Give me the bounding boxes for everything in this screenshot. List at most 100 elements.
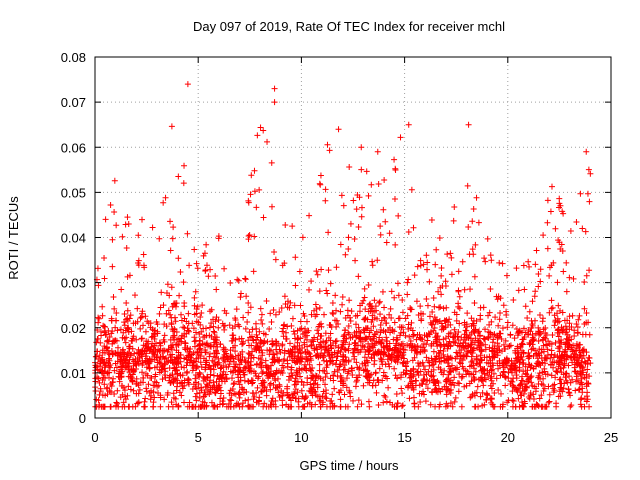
data-point (532, 261, 539, 268)
data-point (586, 355, 593, 362)
data-point (548, 372, 555, 379)
data-point (139, 308, 146, 315)
data-point (296, 358, 303, 365)
x-tick-label: 5 (195, 430, 202, 445)
data-point (530, 365, 537, 372)
data-point (423, 296, 430, 303)
data-point (372, 307, 379, 314)
data-point (477, 352, 484, 359)
data-point (355, 223, 362, 230)
data-point (125, 343, 132, 350)
data-point (322, 339, 329, 346)
data-point (353, 333, 360, 340)
data-point (445, 363, 452, 370)
data-point (503, 311, 510, 318)
data-point (534, 355, 541, 362)
data-point (395, 292, 402, 299)
data-point (253, 336, 260, 343)
data-point (163, 289, 170, 296)
data-point (573, 321, 580, 328)
data-point (244, 359, 251, 366)
data-point (333, 307, 340, 314)
data-point (443, 304, 450, 311)
data-point (414, 263, 421, 270)
data-point (381, 314, 388, 321)
data-point (557, 393, 564, 400)
data-point (178, 311, 185, 318)
data-point (242, 276, 249, 283)
data-point (361, 294, 368, 301)
data-point (308, 357, 315, 364)
data-point (529, 341, 536, 348)
data-point (211, 402, 218, 409)
data-point (190, 325, 197, 332)
data-point (250, 268, 257, 275)
data-point (379, 361, 386, 368)
data-point (577, 352, 584, 359)
data-point (455, 388, 462, 395)
data-point (489, 366, 496, 373)
data-point (541, 368, 548, 375)
data-point (529, 382, 536, 389)
data-point (439, 386, 446, 393)
data-point (398, 385, 405, 392)
data-point (287, 299, 294, 306)
data-point (570, 354, 577, 361)
data-point (404, 279, 411, 286)
data-point (122, 396, 129, 403)
data-point (288, 322, 295, 329)
data-point (324, 141, 331, 148)
data-point (374, 148, 381, 155)
data-point (180, 279, 187, 286)
data-point (101, 255, 108, 262)
data-point (502, 374, 509, 381)
data-point (143, 388, 150, 395)
data-point (242, 275, 249, 282)
data-point (398, 354, 405, 361)
data-point (479, 378, 486, 385)
data-point (569, 376, 576, 383)
data-point (529, 298, 536, 305)
data-point (157, 394, 164, 401)
data-point (276, 394, 283, 401)
data-point (435, 304, 442, 311)
data-point (404, 342, 411, 349)
data-point (257, 337, 264, 344)
data-point (494, 340, 501, 347)
data-point (108, 382, 115, 389)
data-point (345, 323, 352, 330)
data-point (368, 181, 375, 188)
data-point (407, 367, 414, 374)
data-point (369, 258, 376, 265)
data-point (553, 368, 560, 375)
data-point (249, 380, 256, 387)
data-point (139, 216, 146, 223)
data-point (109, 379, 116, 386)
data-point (469, 320, 476, 327)
data-point (212, 273, 219, 280)
data-point (318, 320, 325, 327)
data-point (447, 368, 454, 375)
data-point (314, 336, 321, 343)
data-point (208, 320, 215, 327)
data-point (192, 384, 199, 391)
data-point (191, 294, 198, 301)
data-point (535, 283, 542, 290)
data-point (568, 323, 575, 330)
data-point (408, 186, 415, 193)
data-point (504, 399, 511, 406)
data-point (282, 329, 289, 336)
data-point (246, 232, 253, 239)
data-point (487, 329, 494, 336)
data-point (315, 353, 322, 360)
data-point (490, 380, 497, 387)
data-point (556, 343, 563, 350)
data-point (431, 356, 438, 363)
data-point (181, 344, 188, 351)
data-point (364, 379, 371, 386)
data-point (554, 353, 561, 360)
x-axis-label: GPS time / hours (300, 458, 399, 473)
data-point (433, 246, 440, 253)
data-point (225, 356, 232, 363)
data-point (107, 201, 114, 208)
